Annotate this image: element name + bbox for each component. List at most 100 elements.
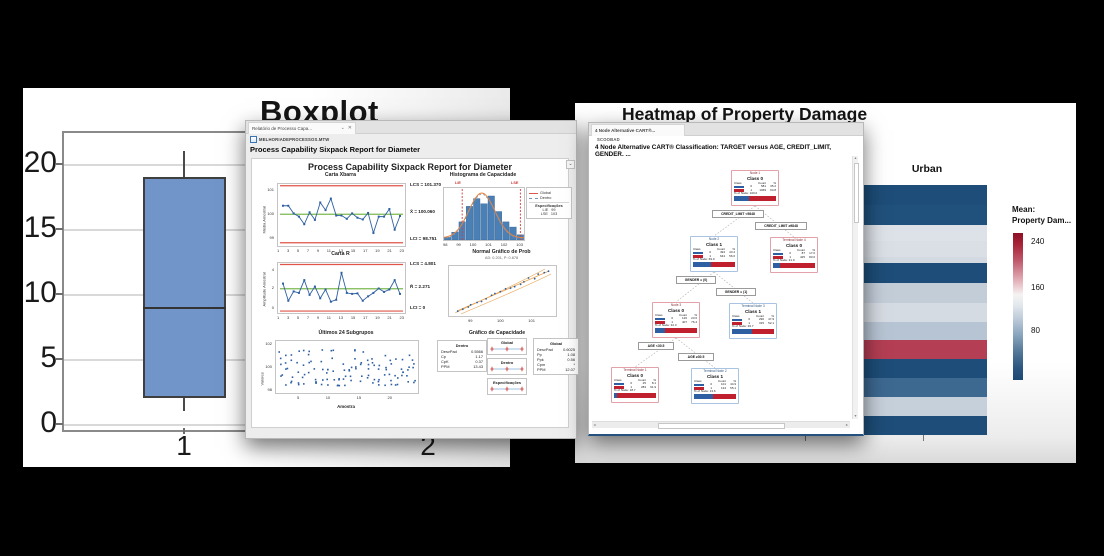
bar-class1 — [748, 196, 776, 201]
within-title: Dentro — [455, 343, 469, 348]
node-pct-cell: 47.9 — [768, 317, 774, 322]
x-tick: 5 — [296, 248, 300, 253]
stat-row: Cp 1.17 — [441, 354, 483, 359]
node-table-header: Class Count% — [693, 246, 735, 252]
stat-label: PPM — [537, 367, 546, 372]
node-table-header: Class Count% — [732, 314, 774, 319]
spec-row: LSE 103 — [529, 212, 569, 216]
scroll-left-icon[interactable]: ◄ — [592, 423, 597, 427]
node-table-row: 0 25 8.1 — [614, 382, 656, 386]
report-collapse-button[interactable]: ⌄ — [566, 160, 575, 169]
x-tick: 3 — [286, 315, 290, 320]
node-class-cell: 1 — [614, 385, 632, 390]
heatmap-axis-tick — [923, 435, 924, 441]
class0-swatch — [734, 185, 744, 189]
tree-node-n4: Node 3 Class 0 Class Count% 0 126 23.6 1 407 76.4… — [652, 302, 700, 338]
class0-swatch — [732, 318, 742, 322]
node-class-bar — [694, 394, 736, 399]
heatmap-column — [861, 185, 987, 435]
horizontal-scrollbar[interactable]: ◄ ► — [592, 421, 850, 429]
rchart-xticks: 1 3 5 7 9 11 13 15 17 19 21 23 — [277, 315, 404, 320]
node-count-cell: 494 — [719, 250, 725, 255]
node-table-header: Class Count% — [694, 379, 736, 384]
y-axis-tick — [56, 228, 63, 230]
x-tick: 9 — [316, 248, 320, 253]
bar-class0 — [773, 263, 781, 268]
x-axis-label: 1 — [176, 430, 192, 461]
specs-title: Especificações — [529, 202, 569, 208]
global-line-swatch — [529, 192, 538, 194]
probplot-plot — [448, 265, 557, 317]
y-axis-tick — [56, 293, 63, 295]
node-count-cell: 581 — [760, 184, 766, 189]
cart-heading: 4 Node Alternative CART® Classification:… — [595, 144, 832, 158]
capability-plot-title: Gráfico de Capacidade — [468, 330, 526, 336]
tab-close-icon[interactable]: ✕ — [347, 125, 352, 131]
bar-class0 — [694, 394, 713, 399]
node-table-row: 0 581 35.2 — [734, 185, 776, 189]
tree-node-n2: Node 2 Class 1 Class Count% 0 494 43.4 1 644 56.6… — [690, 236, 738, 272]
node-col: Count — [637, 377, 646, 382]
capability-tab[interactable]: Relatório de Processo Capa... ⌄ ✕ — [248, 122, 356, 134]
hist-lse-label: LSE — [511, 181, 519, 185]
node-pct-cell: 35.2 — [770, 184, 776, 189]
class0-swatch — [773, 252, 783, 256]
node-col: % — [732, 246, 735, 251]
worksheet-icon — [250, 136, 257, 143]
subgroups-xlabel: Amostra — [337, 404, 355, 409]
x-tick: 17 — [362, 315, 368, 320]
node-pct-cell: 76.4 — [691, 319, 697, 324]
scroll-right-icon[interactable]: ► — [845, 423, 849, 427]
node-pct-cell: 83.0 — [809, 254, 815, 259]
heatmap-cell — [861, 263, 987, 283]
node-table-row: 0 101 44.9 — [694, 383, 736, 387]
interval-box: Especificações — [487, 378, 527, 395]
x-tick: 101 — [528, 318, 535, 323]
bar-class1 — [752, 329, 774, 334]
bar-class0 — [732, 329, 753, 334]
node-count-cell: 101 — [720, 382, 726, 387]
node-count-cell: 126 — [681, 316, 687, 321]
capability-report: Process Capability Sixpack Report for Di… — [251, 158, 579, 428]
xbar-plot — [277, 183, 406, 247]
node-pct-of-node: % of Node: 69.0 — [693, 257, 715, 262]
interval-label: Especificações — [492, 380, 522, 385]
heatmap-title: Heatmap of Property Damage — [622, 104, 868, 124]
node-pct-cell: 17.0 — [809, 251, 815, 256]
node-table: Class Count% 0 494 43.4 1 644 56.6 — [693, 246, 735, 259]
legend-label: Global — [540, 191, 551, 195]
scroll-up-icon[interactable]: ▲ — [853, 156, 858, 160]
node-class-bar — [655, 328, 697, 333]
node-col: % — [812, 247, 815, 252]
node-pct-cell: 43.4 — [729, 250, 735, 255]
tab-collapse-icon[interactable]: ⌄ — [340, 125, 345, 131]
cart-tab-label: 4 Node Alternative CART®... — [595, 128, 656, 133]
legend-item-global: Global — [529, 191, 569, 195]
y-axis-label: 5 — [40, 341, 57, 374]
class1-swatch — [773, 256, 783, 259]
x-tick: 103 — [516, 242, 523, 247]
class1-swatch — [693, 255, 703, 258]
class1-swatch — [732, 322, 742, 325]
stat-row: Ppk 0.56 — [537, 357, 575, 362]
xbar-ucl-label: LCS = 101.370 — [410, 182, 442, 187]
stat-label: PPM — [441, 364, 450, 369]
interval-box: Dentro — [487, 358, 527, 375]
scroll-down-icon[interactable]: ▼ — [853, 414, 858, 418]
node-pct-cell: 55.1 — [730, 385, 736, 390]
heatmap-cell — [861, 397, 987, 416]
vertical-scrollbar[interactable]: ▲ ▼ — [852, 156, 859, 419]
x-tick: 101 — [485, 242, 492, 247]
node-pct-of-node: % of Node: 32.3 — [655, 323, 677, 328]
node-header: Node 1 — [749, 171, 761, 175]
class1-swatch — [734, 189, 744, 192]
node-pct-of-node: % of Node: 100.0 — [734, 191, 758, 196]
cart-tab[interactable]: 4 Node Alternative CART®... — [591, 124, 685, 136]
node-class-cell: 0 — [614, 382, 632, 386]
vertical-scroll-thumb[interactable] — [853, 163, 859, 223]
stat-value: 1.08 — [567, 352, 575, 357]
x-tick: 100 — [469, 242, 477, 247]
horizontal-scroll-thumb[interactable] — [658, 422, 785, 429]
split-label-s6: AGE ≥30.5 — [678, 353, 714, 361]
node-count-cell: 315 — [758, 320, 764, 325]
